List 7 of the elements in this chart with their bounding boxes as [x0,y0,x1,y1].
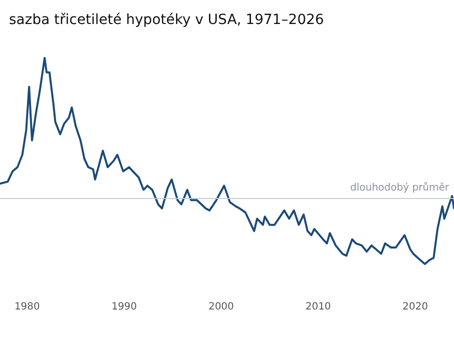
x-tick-label: 2020 [402,302,428,312]
x-tick-label: 2000 [208,302,234,312]
x-tick-label: 2010 [305,302,331,312]
x-tick-label: 1990 [111,302,137,312]
x-tick-label: 1980 [14,302,40,312]
ref-line-label: dlouhodobý průměr [350,182,450,194]
chart-title: sazba třicetileté hypotéky v USA, 1971–2026 [9,12,324,28]
